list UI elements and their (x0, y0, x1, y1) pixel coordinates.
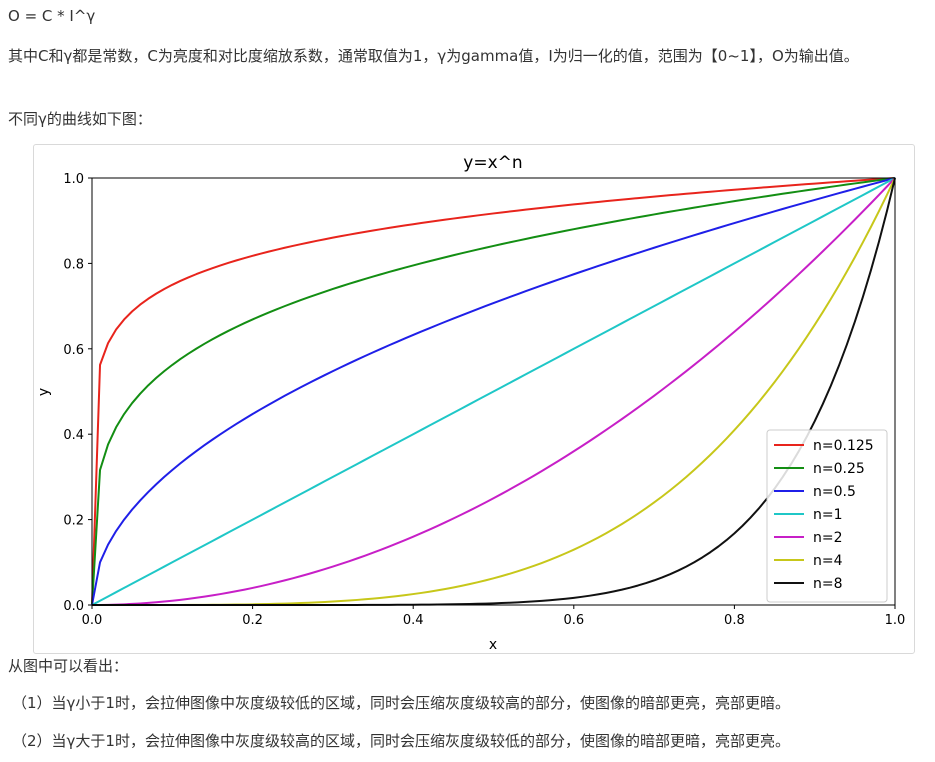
y-tick-label: 0.0 (63, 599, 84, 614)
legend: n=0.125 n=0.25 n=0.5 n=1 n=2 n=4 n=8 (766, 429, 888, 603)
series-line-n=1 (91, 177, 896, 606)
y-axis-label: y (36, 388, 52, 396)
chart-figure: y=x^n x y 0.0 0.2 0.4 0.6 0.8 1.0 0.0 0.2 0.4 0.6… (33, 144, 915, 654)
conclusion-point-1: （1）当γ小于1时，会拉伸图像中灰度级较低的区域，同时会压缩灰度级较高的部分，使… (12, 694, 790, 712)
legend-label: n=1 (813, 507, 843, 523)
conclusion-intro-text: 从图中可以看出： (8, 657, 129, 675)
y-tick-label: 0.6 (63, 343, 84, 358)
gamma-curve-chart: y=x^n x y 0.0 0.2 0.4 0.6 0.8 1.0 0.0 0.2 0.4 0.6… (36, 153, 905, 653)
axis-ticks: 0.0 0.2 0.4 0.6 0.8 1.0 0.0 0.2 0.4 0.6 0.8 1.0 (63, 172, 905, 628)
legend-label: n=0.5 (813, 484, 856, 500)
x-tick-label: 0.2 (242, 613, 263, 628)
series-line-n=0.125 (91, 177, 896, 606)
conclusion-point-2: （2）当γ大于1时，会拉伸图像中灰度级较高的区域，同时会压缩灰度级较低的部分，使… (12, 732, 790, 750)
plot-area-frame (91, 177, 896, 606)
legend-label: n=4 (813, 553, 843, 569)
formula-text: O = C * I^γ (8, 7, 96, 25)
legend-label: n=0.25 (813, 461, 865, 477)
intro-text: 不同γ的曲线如下图： (8, 110, 152, 128)
y-tick-label: 0.2 (63, 514, 84, 529)
series-line-n=0.5 (91, 177, 896, 606)
series-line-n=2 (91, 177, 896, 606)
x-tick-label: 0.0 (82, 613, 103, 628)
y-tick-label: 0.4 (63, 428, 84, 443)
description-text: 其中C和γ都是常数，C为亮度和对比度缩放系数，通常取值为1，γ为gamma值，I… (8, 47, 859, 65)
x-tick-label: 0.4 (403, 613, 424, 628)
chart-title: y=x^n (463, 153, 522, 173)
legend-label: n=0.125 (813, 438, 874, 454)
legend-label: n=2 (813, 530, 843, 546)
y-tick-label: 1.0 (63, 172, 84, 187)
y-tick-label: 0.8 (63, 257, 84, 272)
x-tick-label: 0.6 (563, 613, 584, 628)
series-line-n=0.25 (91, 177, 896, 606)
x-tick-label: 1.0 (885, 613, 906, 628)
x-tick-label: 0.8 (724, 613, 745, 628)
legend-label: n=8 (813, 576, 843, 592)
x-axis-label: x (489, 637, 497, 653)
